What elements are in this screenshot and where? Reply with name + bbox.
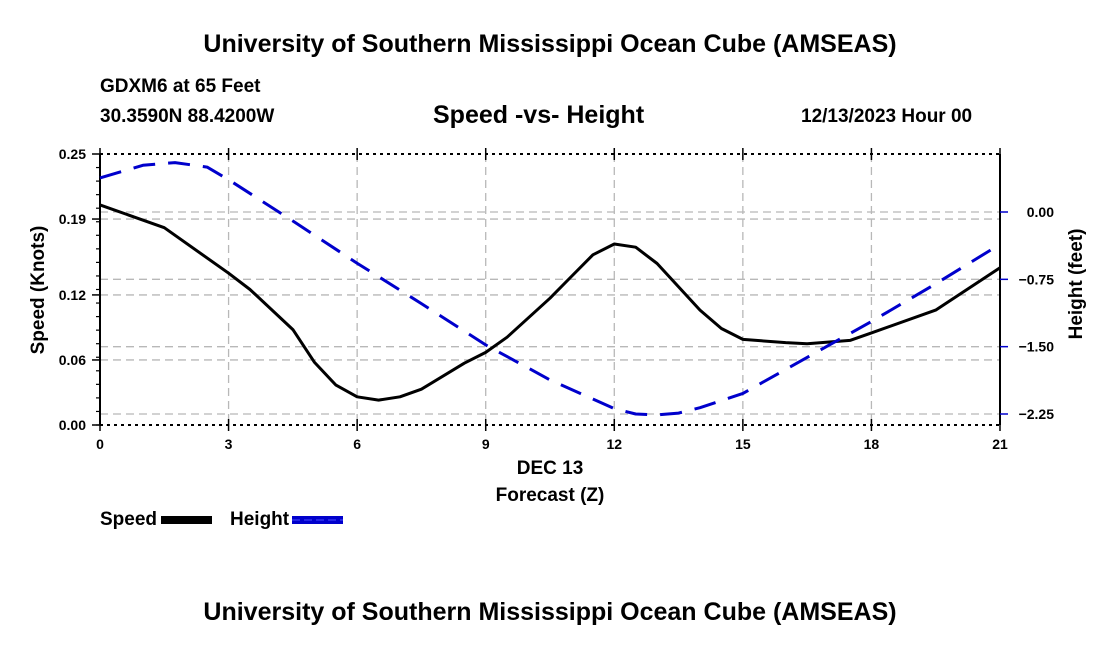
y-tick-label: 0.00 (59, 417, 86, 433)
grid (100, 154, 1000, 425)
series-line-speed (99, 203, 1001, 402)
x-tick-label: 21 (992, 436, 1008, 452)
x-tick-label: 18 (864, 436, 880, 452)
y2-axis-title: Height (feet) (1066, 229, 1087, 340)
legend-speed-label: Speed (100, 509, 157, 530)
y2-tick-label: 0.00 (1027, 204, 1054, 220)
coordinates-label: 30.3590N 88.4200W (100, 106, 275, 127)
y-tick-label: 0.25 (59, 146, 86, 162)
chart-title: University of Southern Mississippi Ocean… (203, 30, 897, 58)
x-tick-label: 12 (606, 436, 622, 452)
y2-tick-label: −1.50 (1019, 339, 1055, 355)
legend: Speed Height (100, 509, 343, 530)
footer-title: University of Southern Mississippi Ocean… (203, 598, 897, 626)
legend-height-label: Height (230, 509, 290, 530)
x-tick-label: 6 (353, 436, 361, 452)
chart-subtitle: Speed -vs- Height (433, 101, 645, 129)
y-tick-label: 0.06 (59, 352, 86, 368)
y-tick-label: 0.19 (59, 211, 86, 227)
x-tick-label: 0 (96, 436, 104, 452)
series-layer (99, 161, 1001, 417)
legend-speed-swatch (161, 516, 212, 524)
y-tick-label: 0.12 (59, 287, 86, 303)
x-tick-label: 9 (482, 436, 490, 452)
x-tick-label: 15 (735, 436, 751, 452)
datetime-label: 12/13/2023 Hour 00 (801, 106, 973, 127)
x-tick-label: 3 (225, 436, 233, 452)
labels: 0 3 6 9 12 15 18 21 0.00 0.06 0.12 0.19 0.25 0.00 −0.7… (59, 146, 1054, 452)
x-axis-title: Forecast (Z) (496, 485, 605, 506)
y2-tick-label: −2.25 (1019, 406, 1055, 422)
axes (92, 148, 1008, 431)
y-axis-title: Speed (Knots) (28, 226, 49, 355)
series-line-height (99, 161, 1001, 417)
x-axis-date: DEC 13 (517, 458, 584, 479)
station-label: GDXM6 at 65 Feet (100, 76, 261, 97)
y2-tick-label: −0.75 (1019, 271, 1055, 287)
